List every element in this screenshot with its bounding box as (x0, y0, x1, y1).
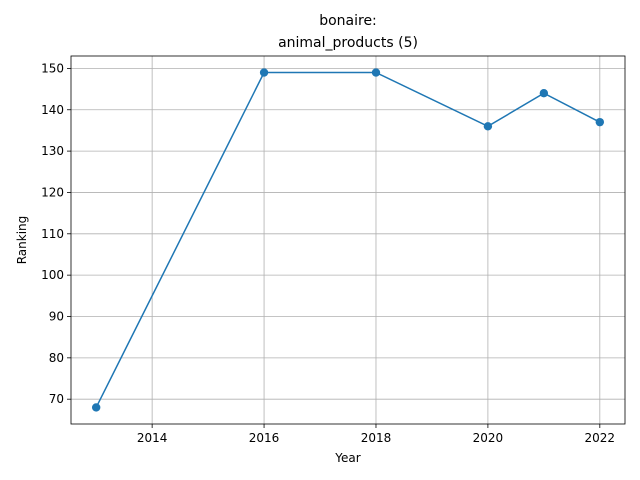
y-tick-label: 70 (49, 392, 64, 406)
data-point (539, 89, 549, 98)
y-tick-label: 80 (49, 351, 64, 365)
y-axis-label: Ranking (15, 216, 29, 265)
axis-ticks: 2014 2016 2018 2020 2022 70 80 90 100 110 120 130 14… (41, 61, 615, 445)
y-tick-label: 110 (41, 227, 64, 241)
y-tick-label: 100 (41, 268, 64, 282)
series-line (95, 71, 601, 408)
data-point (371, 68, 381, 77)
x-tick-label: 2014 (137, 431, 168, 445)
chart-title-line-1: bonaire: (319, 13, 377, 29)
y-tick-label: 130 (41, 144, 64, 158)
data-point (259, 68, 269, 77)
data-point (91, 403, 101, 412)
y-tick-label: 150 (41, 61, 64, 75)
series-ranking (91, 68, 605, 412)
y-tick-label: 120 (41, 185, 64, 199)
grid (71, 56, 625, 424)
plot-frame (70, 55, 626, 425)
x-tick-label: 2018 (361, 431, 392, 445)
data-point (483, 122, 493, 131)
x-tick-label: 2022 (585, 431, 616, 445)
y-tick-label: 90 (49, 309, 64, 323)
data-point (595, 117, 605, 127)
x-tick-label: 2016 (249, 431, 280, 445)
chart-title-line-2: animal_products (5) (278, 35, 418, 51)
x-tick-label: 2020 (473, 431, 504, 445)
y-tick-label: 140 (41, 103, 64, 117)
x-axis-label: Year (334, 451, 360, 465)
